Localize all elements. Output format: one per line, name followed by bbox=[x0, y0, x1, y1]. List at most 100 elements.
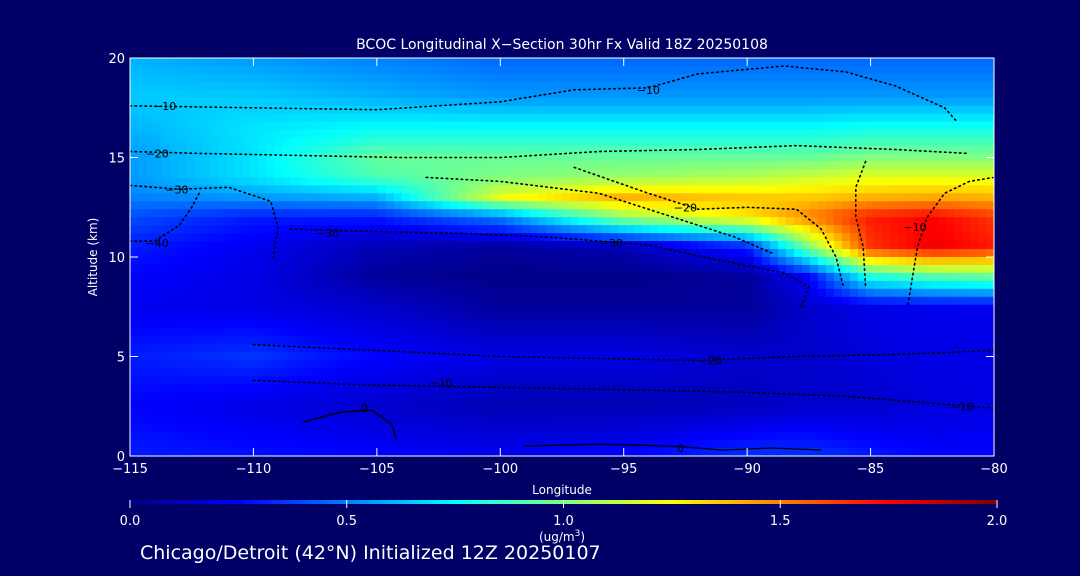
field-cell bbox=[170, 320, 179, 330]
field-cell bbox=[314, 368, 323, 377]
field-cell bbox=[522, 272, 531, 282]
field-cell bbox=[666, 320, 675, 330]
field-cell bbox=[426, 360, 435, 370]
field-cell bbox=[362, 137, 371, 147]
field-cell bbox=[346, 416, 355, 425]
field-cell bbox=[762, 336, 771, 346]
field-cell bbox=[162, 384, 171, 393]
field-cell bbox=[482, 352, 491, 362]
field-cell bbox=[698, 336, 707, 346]
field-cell bbox=[914, 145, 923, 155]
field-cell bbox=[418, 384, 427, 393]
field-cell bbox=[258, 65, 267, 75]
field-cell bbox=[554, 312, 563, 322]
field-cell bbox=[290, 58, 299, 67]
field-cell bbox=[162, 400, 171, 409]
field-cell bbox=[914, 328, 923, 338]
field-cell bbox=[674, 177, 683, 186]
field-cell bbox=[226, 185, 235, 194]
field-cell bbox=[786, 280, 795, 290]
field-cell bbox=[970, 288, 979, 298]
field-cell bbox=[746, 177, 755, 186]
field-cell bbox=[794, 312, 803, 322]
field-cell bbox=[178, 272, 187, 282]
field-cell bbox=[434, 280, 443, 290]
field-cell bbox=[746, 73, 755, 83]
field-cell bbox=[594, 272, 603, 282]
field-cell bbox=[410, 105, 419, 115]
field-cell bbox=[938, 376, 947, 385]
field-cell bbox=[730, 416, 739, 425]
field-cell bbox=[250, 320, 259, 330]
field-cell bbox=[394, 65, 403, 75]
field-cell bbox=[922, 249, 931, 258]
field-cell bbox=[154, 169, 163, 178]
field-cell bbox=[914, 65, 923, 75]
field-cell bbox=[650, 97, 659, 107]
field-cell bbox=[722, 336, 731, 346]
field-cell bbox=[602, 81, 611, 91]
field-cell bbox=[450, 209, 459, 218]
field-cell bbox=[770, 344, 779, 354]
field-cell bbox=[794, 384, 803, 393]
field-cell bbox=[538, 296, 547, 306]
field-cell bbox=[178, 352, 187, 362]
field-cell bbox=[778, 185, 787, 194]
field-cell bbox=[778, 65, 787, 75]
field-cell bbox=[202, 217, 211, 226]
field-cell bbox=[682, 81, 691, 91]
field-cell bbox=[538, 288, 547, 298]
field-cell bbox=[954, 384, 963, 393]
field-cell bbox=[690, 105, 699, 115]
field-cell bbox=[210, 97, 219, 107]
field-cell bbox=[930, 81, 939, 91]
field-cell bbox=[362, 296, 371, 306]
field-cell bbox=[770, 161, 779, 171]
field-cell bbox=[826, 225, 835, 234]
field-cell bbox=[226, 105, 235, 115]
field-cell bbox=[626, 105, 635, 115]
field-cell bbox=[282, 320, 291, 330]
field-cell bbox=[242, 58, 251, 67]
field-cell bbox=[330, 129, 339, 139]
field-cell bbox=[290, 424, 299, 433]
field-cell bbox=[858, 304, 867, 314]
field-cell bbox=[202, 424, 211, 433]
field-cell bbox=[194, 376, 203, 385]
field-cell bbox=[962, 89, 971, 99]
field-cell bbox=[410, 376, 419, 385]
field-cell bbox=[314, 288, 323, 298]
field-cell bbox=[698, 185, 707, 194]
field-cell bbox=[522, 241, 531, 250]
field-cell bbox=[954, 233, 963, 242]
field-cell bbox=[322, 328, 331, 338]
field-cell bbox=[162, 376, 171, 385]
field-cell bbox=[706, 296, 715, 306]
field-cell bbox=[186, 153, 195, 163]
field-cell bbox=[786, 137, 795, 147]
field-cell bbox=[426, 272, 435, 282]
field-cell bbox=[194, 296, 203, 306]
field-cell bbox=[458, 193, 467, 202]
field-cell bbox=[738, 296, 747, 306]
field-cell bbox=[834, 193, 843, 202]
field-cell bbox=[170, 328, 179, 338]
field-cell bbox=[130, 257, 139, 266]
field-cell bbox=[658, 161, 667, 171]
field-cell bbox=[882, 392, 891, 401]
field-cell bbox=[226, 296, 235, 306]
field-cell bbox=[386, 304, 395, 314]
field-cell bbox=[946, 225, 955, 234]
field-cell bbox=[714, 408, 723, 417]
field-cell bbox=[770, 65, 779, 75]
field-cell bbox=[202, 392, 211, 401]
field-cell bbox=[394, 177, 403, 186]
field-cell bbox=[970, 352, 979, 362]
field-cell bbox=[826, 58, 835, 67]
field-cell bbox=[698, 416, 707, 425]
field-cell bbox=[762, 408, 771, 417]
field-cell bbox=[842, 201, 851, 210]
field-cell bbox=[162, 328, 171, 338]
field-cell bbox=[970, 129, 979, 139]
field-cell bbox=[594, 416, 603, 425]
